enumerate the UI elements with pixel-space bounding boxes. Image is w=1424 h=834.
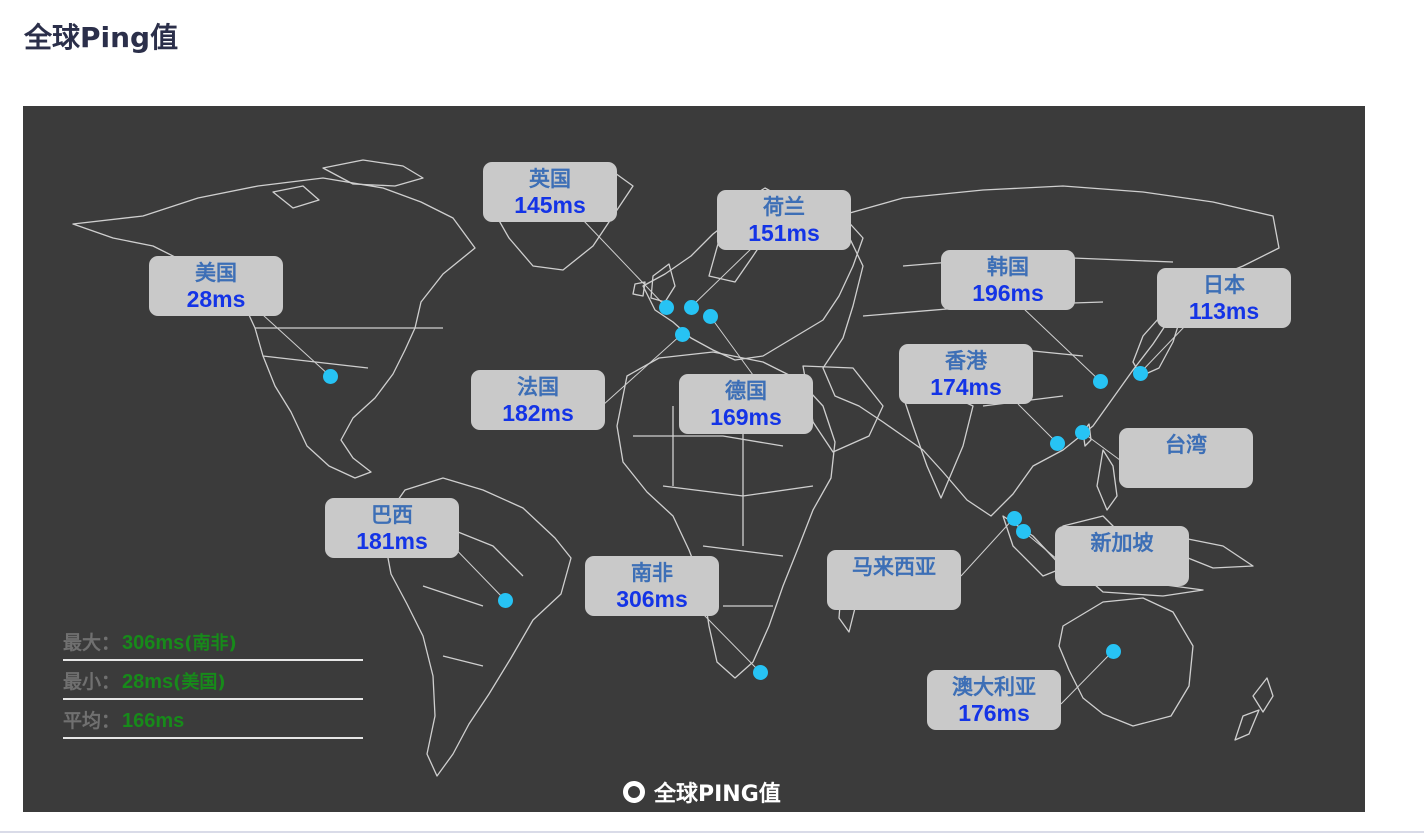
label-malaysia-name: 马来西亚	[852, 555, 936, 579]
page-title: 全球Ping值	[24, 21, 179, 54]
legend-label: 全球PING值	[654, 782, 781, 807]
label-germany-name: 德国	[725, 379, 767, 403]
label-taiwan-name: 台湾	[1165, 433, 1207, 457]
location-dot-taiwan[interactable]	[1075, 425, 1090, 440]
leader-line-uk	[582, 219, 667, 308]
label-korea-name: 韩国	[987, 255, 1029, 279]
stat-min-place: (美国)	[173, 672, 226, 693]
new-zealand-outline	[1234, 677, 1274, 741]
india-outline	[902, 391, 974, 499]
philippines-outline	[1096, 449, 1118, 511]
world-ping-map: 美国 28ms 英国 145ms 荷兰 151ms 法国 182ms 德国 16…	[23, 106, 1365, 812]
location-dot-germany[interactable]	[703, 309, 718, 324]
label-malaysia[interactable]: 马来西亚	[827, 550, 961, 610]
location-dot-netherlands[interactable]	[684, 300, 699, 315]
label-korea[interactable]: 韩国 196ms	[941, 250, 1075, 310]
leader-line-netherlands	[690, 246, 754, 308]
stat-min: 最小： 28ms (美国)	[63, 661, 363, 700]
stat-min-label: 最小：	[63, 671, 121, 693]
location-dot-malaysia[interactable]	[1007, 511, 1022, 526]
map-legend[interactable]: 全球PING值	[623, 776, 781, 808]
stat-max-value: 306ms	[122, 632, 185, 654]
leader-line-malaysia	[960, 517, 1015, 577]
label-france[interactable]: 法国 182ms	[471, 370, 605, 430]
section-divider	[0, 831, 1424, 833]
label-france-ping: 182ms	[502, 400, 574, 426]
leader-line-france	[602, 333, 683, 406]
label-usa[interactable]: 美国 28ms	[149, 256, 283, 316]
location-dot-japan[interactable]	[1133, 366, 1148, 381]
south-america-outline	[384, 477, 572, 777]
stat-avg-value: 166ms	[122, 710, 185, 732]
leader-line-hongkong	[1017, 403, 1058, 444]
location-dot-hongkong[interactable]	[1050, 436, 1065, 451]
stat-max: 最大： 306ms (南非)	[63, 622, 363, 661]
label-germany-ping: 169ms	[710, 404, 782, 430]
location-dot-france[interactable]	[675, 327, 690, 342]
stat-max-place: (南非)	[184, 633, 237, 654]
label-netherlands-name: 荷兰	[763, 195, 805, 219]
label-brazil[interactable]: 巴西 181ms	[325, 498, 459, 558]
label-hongkong-name: 香港	[945, 349, 987, 373]
location-dot-usa[interactable]	[323, 369, 338, 384]
australia-outline	[1058, 597, 1194, 727]
location-dot-southafrica[interactable]	[753, 665, 768, 680]
stat-avg: 平均： 166ms	[63, 700, 363, 739]
label-germany[interactable]: 德国 169ms	[679, 374, 813, 434]
location-dot-korea[interactable]	[1093, 374, 1108, 389]
south-america-border	[422, 525, 524, 667]
label-southafrica[interactable]: 南非 306ms	[585, 556, 719, 616]
stat-avg-label: 平均：	[63, 710, 121, 732]
label-singapore[interactable]: 新加坡	[1055, 526, 1189, 586]
label-singapore-name: 新加坡	[1090, 531, 1154, 555]
label-hongkong[interactable]: 香港 174ms	[899, 344, 1033, 404]
label-taiwan[interactable]: 台湾	[1119, 428, 1253, 488]
britain-outline	[632, 263, 676, 303]
label-uk-ping: 145ms	[514, 192, 586, 218]
ping-stats: 最大： 306ms (南非) 最小： 28ms (美国) 平均： 166ms	[63, 622, 363, 739]
label-usa-name: 美国	[195, 261, 237, 285]
leader-line-germany	[709, 315, 754, 376]
location-dot-australia[interactable]	[1106, 644, 1121, 659]
leader-line-usa	[262, 314, 331, 377]
label-southafrica-name: 南非	[631, 561, 673, 585]
label-japan[interactable]: 日本 113ms	[1157, 268, 1291, 328]
north-america-border	[255, 327, 443, 369]
ring-icon	[623, 781, 645, 803]
arabia-outline	[802, 365, 884, 453]
label-uk-name: 英国	[529, 167, 571, 191]
label-korea-ping: 196ms	[972, 280, 1044, 306]
label-brazil-ping: 181ms	[356, 528, 428, 554]
location-dot-brazil[interactable]	[498, 593, 513, 608]
label-australia[interactable]: 澳大利亚 176ms	[927, 670, 1061, 730]
location-dot-uk[interactable]	[659, 300, 674, 315]
label-france-name: 法国	[517, 375, 559, 399]
label-uk[interactable]: 英国 145ms	[483, 162, 617, 222]
label-brazil-name: 巴西	[371, 503, 413, 527]
label-southafrica-ping: 306ms	[616, 586, 688, 612]
label-netherlands[interactable]: 荷兰 151ms	[717, 190, 851, 250]
label-netherlands-ping: 151ms	[748, 220, 820, 246]
africa-borders	[633, 406, 814, 607]
label-japan-ping: 113ms	[1188, 298, 1260, 324]
label-hongkong-ping: 174ms	[930, 374, 1002, 400]
location-dot-singapore[interactable]	[1016, 524, 1031, 539]
leader-line-australia	[1060, 650, 1114, 705]
leader-line-korea	[1022, 307, 1101, 382]
label-japan-name: 日本	[1203, 273, 1245, 297]
stat-min-value: 28ms	[122, 671, 174, 693]
label-australia-ping: 176ms	[958, 700, 1030, 726]
arctic-islands-outline	[272, 159, 424, 209]
stat-max-label: 最大：	[63, 632, 121, 654]
leader-line-southafrica	[702, 613, 761, 673]
leader-line-japan	[1139, 325, 1186, 374]
asia-outline	[822, 185, 1280, 517]
label-australia-name: 澳大利亚	[952, 675, 1036, 699]
label-usa-ping: 28ms	[186, 286, 246, 312]
